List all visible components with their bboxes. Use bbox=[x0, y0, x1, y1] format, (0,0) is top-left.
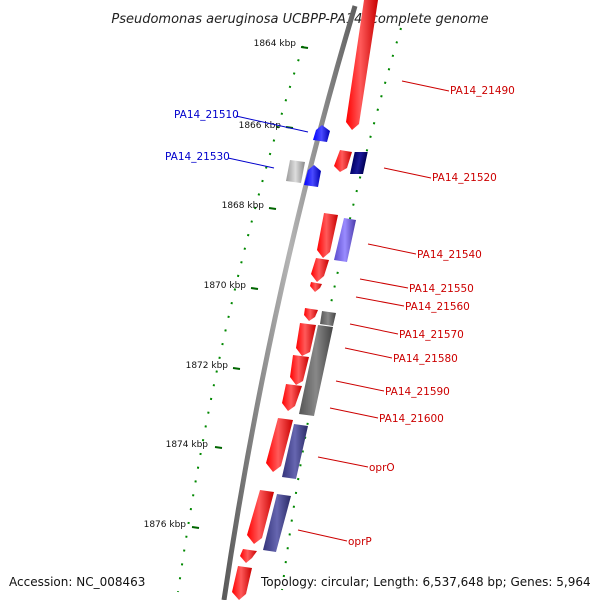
gene-pa14-21570[interactable] bbox=[304, 308, 318, 321]
outer-lane-features bbox=[263, 152, 368, 552]
label-opro[interactable]: oprO bbox=[369, 462, 395, 474]
gene-pa14-21530[interactable] bbox=[304, 165, 321, 187]
label-pa14-21590[interactable]: PA14_21590 bbox=[385, 386, 450, 398]
tick-label: 1864 kbp bbox=[254, 39, 297, 49]
tick-mark bbox=[191, 526, 200, 529]
leader-pa14-21550 bbox=[359, 278, 409, 289]
map-title: Pseudomonas aeruginosa UCBPP-PA14, compl… bbox=[111, 12, 488, 27]
genome-summary-text: Topology: circular; Length: 6,537,648 bp… bbox=[260, 575, 591, 589]
gene-pa14-21490[interactable] bbox=[346, 0, 378, 130]
leader-pa14-21490 bbox=[401, 80, 450, 92]
leader-pa14-21580 bbox=[344, 347, 393, 359]
leader-pa14-21530 bbox=[227, 157, 275, 169]
leader-oprp bbox=[297, 529, 348, 542]
label-pa14-21540[interactable]: PA14_21540 bbox=[417, 249, 482, 261]
forward-strand-genes bbox=[232, 0, 378, 600]
gene-gray-block-top[interactable] bbox=[320, 311, 336, 326]
genome-backbone bbox=[221, 5, 358, 600]
leader-pa14-21600 bbox=[329, 407, 379, 419]
forward-gene-labels: PA14_21490 PA14_21520 PA14_21540 PA14_21… bbox=[348, 85, 515, 548]
reverse-gene-labels: PA14_21510 PA14_21530 bbox=[165, 109, 239, 163]
outer-ruler-dots bbox=[281, 27, 402, 591]
label-pa14-21490[interactable]: PA14_21490 bbox=[450, 85, 515, 97]
gene-navy-block[interactable] bbox=[350, 152, 368, 174]
reverse-strand-genes bbox=[286, 125, 330, 187]
tick-label: 1872 kbp bbox=[186, 361, 229, 371]
gene-pa14-21600[interactable] bbox=[282, 384, 302, 411]
leader-pa14-21570 bbox=[349, 323, 399, 335]
tick-mark bbox=[250, 287, 259, 290]
leader-pa14-21590 bbox=[335, 380, 385, 392]
gene-pa14-21510[interactable] bbox=[313, 125, 330, 142]
label-pa14-21530[interactable]: PA14_21530 bbox=[165, 151, 230, 163]
tick-label: 1874 kbp bbox=[166, 440, 209, 450]
leader-pa14-21520 bbox=[383, 167, 432, 179]
gene-light-block[interactable] bbox=[286, 160, 305, 183]
leader-pa14-21510 bbox=[235, 115, 309, 133]
tick-mark bbox=[232, 367, 241, 370]
gene-opro[interactable] bbox=[266, 418, 293, 472]
label-pa14-21510[interactable]: PA14_21510 bbox=[174, 109, 239, 121]
gene-pa14-21580a[interactable] bbox=[296, 323, 316, 356]
gene-pa14-21580b[interactable] bbox=[290, 355, 309, 385]
label-oprp[interactable]: oprP bbox=[348, 536, 372, 548]
label-lines bbox=[227, 80, 450, 542]
leader-pa14-21560 bbox=[355, 296, 405, 307]
tick-label: 1870 kbp bbox=[204, 281, 247, 291]
gene-gray-block[interactable] bbox=[299, 325, 333, 416]
gene-pa14-21560[interactable] bbox=[310, 282, 322, 292]
gene-small-a[interactable] bbox=[240, 549, 257, 563]
gene-small-b[interactable] bbox=[232, 566, 252, 600]
label-pa14-21580[interactable]: PA14_21580 bbox=[393, 353, 458, 365]
label-pa14-21600[interactable]: PA14_21600 bbox=[379, 413, 444, 425]
tick-mark bbox=[268, 207, 277, 210]
gene-slate-opro[interactable] bbox=[282, 424, 308, 479]
label-pa14-21560[interactable]: PA14_21560 bbox=[405, 301, 470, 313]
accession-text: Accession: NC_008463 bbox=[9, 575, 145, 589]
gene-slate-oprp[interactable] bbox=[263, 494, 291, 552]
gene-pa14-21550[interactable] bbox=[311, 258, 329, 282]
tick-mark bbox=[214, 446, 223, 449]
tick-labels: 1864 kbp 1866 kbp 1868 kbp 1870 kbp 1872… bbox=[144, 39, 297, 530]
label-pa14-21570[interactable]: PA14_21570 bbox=[399, 329, 464, 341]
tick-label: 1876 kbp bbox=[144, 520, 187, 530]
gene-pa14-21520[interactable] bbox=[334, 150, 352, 172]
tick-label: 1866 kbp bbox=[239, 121, 282, 131]
gene-purple-pa14-21540[interactable] bbox=[334, 218, 356, 262]
leader-opro bbox=[317, 456, 369, 468]
tick-label: 1868 kbp bbox=[222, 201, 265, 211]
gene-oprp[interactable] bbox=[247, 490, 274, 544]
label-pa14-21520[interactable]: PA14_21520 bbox=[432, 172, 497, 184]
label-pa14-21550[interactable]: PA14_21550 bbox=[409, 283, 474, 295]
tick-mark bbox=[300, 46, 309, 49]
leader-pa14-21540 bbox=[367, 243, 417, 255]
gene-pa14-21540[interactable] bbox=[317, 213, 338, 258]
